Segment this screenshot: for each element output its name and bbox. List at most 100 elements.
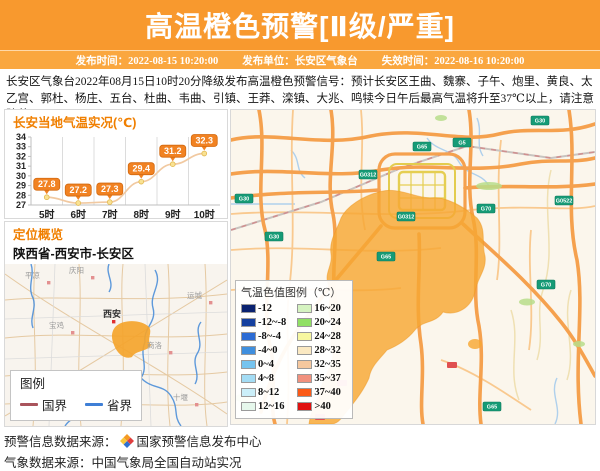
legend-item: 24~28 [297, 330, 347, 343]
legend-range-label: 8~12 [258, 387, 280, 398]
legend-item: 12~16 [241, 400, 292, 413]
legend-color-swatch [241, 318, 256, 327]
legend-range-label: -12~-8 [258, 317, 287, 328]
issue-time: 发布时间：2022-08-15 10:20:00 [75, 55, 219, 67]
svg-text:G30: G30 [269, 235, 279, 241]
svg-text:宝鸡: 宝鸡 [49, 320, 64, 330]
svg-text:29: 29 [16, 181, 26, 191]
svg-text:8时: 8时 [133, 208, 149, 221]
svg-text:G0522: G0522 [556, 199, 573, 205]
legend-color-swatch [297, 346, 313, 355]
svg-text:31.2: 31.2 [164, 146, 182, 156]
content-row: 长安当地气温实况(℃) 27 28 29 30 31 32 33 34 5时 6时 7时 8时 9时 10… [0, 109, 600, 427]
svg-text:G30: G30 [239, 197, 249, 203]
main-map: G30 G30 G0312 G65 G5 G30 G0312 G70 G0522 G65 G70 G6… [230, 109, 596, 425]
boundary-line-swatch [20, 403, 38, 406]
svg-text:7时: 7时 [102, 208, 118, 221]
weather-source-label: 气象数据来源： [4, 456, 92, 470]
svg-text:庆阳: 庆阳 [69, 265, 84, 275]
map-legend-title: 气温色值图例（℃） [241, 287, 342, 299]
legend-range-label: 4~8 [258, 373, 274, 384]
legend-color-swatch [297, 318, 313, 327]
mini-legend-label: 国界 [42, 399, 68, 413]
svg-text:5时: 5时 [39, 208, 55, 221]
legend-item: 35~37 [297, 372, 347, 385]
svg-text:运城: 运城 [187, 291, 202, 300]
legend-item: 8~12 [241, 386, 292, 399]
svg-text:33: 33 [16, 142, 26, 152]
left-column: 长安当地气温实况(℃) 27 28 29 30 31 32 33 34 5时 6时 7时 8时 9时 10… [4, 109, 228, 427]
mini-legend-item: 国界 [20, 395, 67, 414]
svg-text:平凉: 平凉 [25, 270, 40, 280]
legend-range-label: 24~28 [314, 331, 341, 342]
legend-item: -12~-8 [241, 316, 292, 329]
legend-range-label: 16~20 [314, 303, 341, 314]
svg-text:27.3: 27.3 [101, 184, 119, 194]
legend-item: 20~24 [297, 316, 347, 329]
temperature-color-legend: 气温色值图例（℃） -12 -12~-8 -8~-4 -4~0 0~4 4~8 8~12 12… [235, 280, 353, 419]
svg-text:G65: G65 [417, 145, 427, 151]
mini-legend-item: 省界 [85, 395, 132, 414]
svg-text:商洛: 商洛 [147, 340, 162, 350]
mini-map-legend: 图例 国界 省界 [10, 370, 143, 421]
page-title: 高温橙色预警[Ⅱ级/严重] [145, 11, 455, 42]
legend-item: >40 [297, 400, 347, 413]
legend-item: 4~8 [241, 372, 292, 385]
svg-text:29.4: 29.4 [132, 164, 150, 174]
svg-text:G65: G65 [487, 405, 497, 411]
svg-text:32.3: 32.3 [195, 136, 213, 146]
legend-item: -8~-4 [241, 330, 292, 343]
legend-range-label: -8~-4 [258, 331, 281, 342]
legend-color-swatch [241, 346, 256, 355]
issue-unit: 发布单位：长安区气象台 [242, 55, 358, 67]
warning-text: 长安区气象台2022年08月15日10时20分降级发布高温橙色预警信号：预计长安… [6, 76, 594, 121]
svg-text:西安: 西安 [103, 308, 121, 319]
legend-item: 16~20 [297, 302, 347, 315]
legend-color-swatch [297, 374, 313, 383]
header: 高温橙色预警[Ⅱ级/严重] [0, 0, 600, 50]
expire-time: 失效时间：2022-08-16 10:20:00 [381, 55, 525, 67]
svg-text:9时: 9时 [165, 208, 181, 221]
legend-color-swatch [241, 388, 256, 397]
temperature-chart-panel: 长安当地气温实况(℃) 27 28 29 30 31 32 33 34 5时 6时 7时 8时 9时 10… [4, 109, 228, 221]
location-panel-title: 定位概览 [13, 228, 64, 242]
svg-text:十堰: 十堰 [173, 392, 188, 402]
warning-source-line: 预警信息数据来源： 国家预警信息发布中心 [4, 430, 596, 451]
legend-item: 28~32 [297, 344, 347, 357]
legend-color-swatch [241, 402, 256, 411]
legend-item: -12 [241, 302, 292, 315]
svg-text:G65: G65 [381, 255, 391, 261]
location-breadcrumb: 陕西省-西安市-长安区 [13, 247, 134, 261]
svg-text:27.8: 27.8 [38, 179, 56, 189]
svg-text:34: 34 [16, 132, 26, 142]
svg-text:31: 31 [16, 161, 26, 171]
header-meta-bar: 发布时间：2022-08-15 10:20:00 发布单位：长安区气象台 失效时… [0, 50, 600, 69]
legend-item: 37~40 [297, 386, 347, 399]
warning-source-value: 国家预警信息发布中心 [136, 435, 262, 449]
legend-range-label: 35~37 [314, 373, 341, 384]
legend-item: 0~4 [241, 358, 292, 371]
legend-color-swatch [241, 360, 256, 369]
map-legend-grid: -12 -12~-8 -8~-4 -4~0 0~4 4~8 8~12 12~16 16~20 20… [241, 302, 347, 413]
legend-range-label: 0~4 [258, 359, 274, 370]
legend-range-label: -4~0 [258, 345, 278, 356]
mini-legend-title: 图例 [20, 377, 46, 391]
svg-text:30: 30 [16, 171, 26, 181]
svg-text:G5: G5 [458, 141, 465, 147]
nwc-diamond-logo-icon [119, 433, 134, 448]
legend-item: 32~35 [297, 358, 347, 371]
mini-legend-items: 国界 省界 [20, 395, 132, 414]
legend-range-label: >40 [314, 401, 331, 412]
svg-text:G0312: G0312 [360, 173, 377, 179]
svg-text:G70: G70 [541, 283, 551, 289]
chart-title: 长安当地气温实况(℃) [13, 116, 137, 130]
svg-text:10时: 10时 [194, 208, 215, 221]
svg-text:28: 28 [16, 190, 26, 200]
overview-mini-map: 平凉 庆阳运城西安宝鸡商洛十堰 图例 国界 省界 [5, 264, 227, 426]
location-panel: 定位概览 陕西省-西安市-长安区 平凉 庆阳运城西安宝鸡商洛十堰 图例 国界 省界 [4, 221, 228, 427]
legend-color-swatch [241, 332, 256, 341]
legend-color-swatch [297, 304, 313, 313]
weather-source-value: 中国气象局全国自动站实况 [91, 456, 242, 470]
footer: 预警信息数据来源： 国家预警信息发布中心 气象数据来源： 中国气象局全国自动站实… [0, 425, 600, 471]
